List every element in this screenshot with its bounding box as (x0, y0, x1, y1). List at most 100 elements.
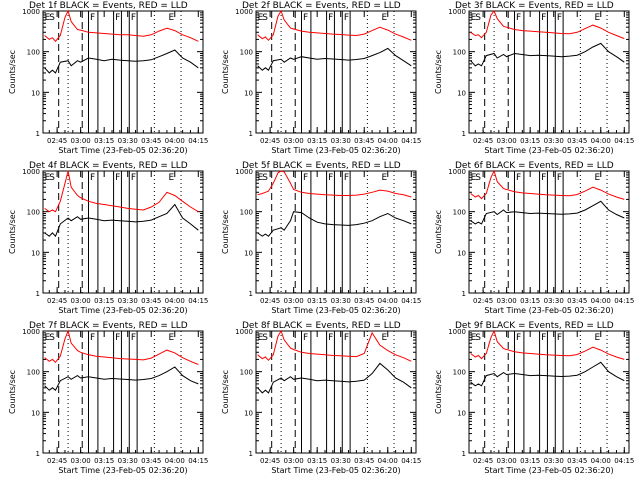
interval-marker: E (258, 173, 264, 183)
panel-det-2: Det 2f BLACK = Events, RED = LLD 1 10 100 10… (221, 1, 421, 155)
y-tick-label: 1000 (235, 168, 253, 176)
x-tick-label: 04:15 (401, 137, 421, 145)
x-tick-label: 03:00 (497, 137, 517, 145)
y-tick-label: 10 (244, 409, 253, 417)
y-tick-label: 1 (462, 290, 466, 298)
interval-marker: S (262, 173, 268, 183)
x-tick-label: 04:00 (378, 297, 398, 305)
plot-frame (42, 170, 204, 294)
interval-marker: F (303, 333, 308, 343)
x-axis-label: Start Time (23-Feb-05 02:36:20) (484, 306, 613, 315)
x-tick-label: 03:45 (141, 137, 161, 145)
panel-det-1: Det 1f BLACK = Events, RED = LLD 1 10 100 10… (8, 1, 208, 155)
x-tick-label: 03:45 (567, 137, 587, 145)
y-tick-label: 1000 (22, 168, 40, 176)
interval-marker: S (475, 333, 481, 343)
interval-marker: S (475, 13, 481, 23)
panel-title: Det 5f BLACK = Events, RED = LLD (242, 161, 401, 171)
x-tick-label: 04:00 (165, 137, 185, 145)
y-tick-label: 1 (462, 130, 466, 138)
x-tick-label: 03:45 (141, 457, 161, 465)
x-tick-label: 03:00 (71, 457, 91, 465)
lld-series-line (257, 170, 412, 198)
plot-frame (468, 170, 630, 294)
y-tick-label: 100 (453, 369, 466, 377)
interval-marker: S (475, 173, 481, 183)
x-tick-label: 04:15 (401, 457, 421, 465)
interval-marker: F (115, 13, 120, 23)
x-tick-label: 03:30 (118, 457, 138, 465)
events-series-line (470, 200, 625, 225)
x-tick-label: 03:15 (520, 297, 540, 305)
y-axis-label: Counts/sec (221, 50, 230, 94)
x-tick-label: 03:15 (94, 457, 114, 465)
x-tick-label: 04:15 (401, 297, 421, 305)
x-tick-label: 03:45 (354, 457, 374, 465)
interval-marker: E (45, 13, 51, 23)
panel-det-3: Det 3f BLACK = Events, RED = LLD 1 10 100 10… (434, 1, 634, 155)
events-series-line (44, 203, 199, 238)
x-tick-label: 03:00 (284, 297, 304, 305)
interval-marker: F (344, 13, 349, 23)
interval-marker: F (131, 333, 136, 343)
interval-marker: F (90, 173, 95, 183)
interval-marker: F (115, 333, 120, 343)
panel-title: Det 8f BLACK = Events, RED = LLD (242, 321, 401, 331)
y-tick-label: 1000 (22, 328, 40, 336)
x-tick-label: 03:30 (118, 297, 138, 305)
events-series-line (470, 42, 625, 67)
panel-title: Det 3f BLACK = Events, RED = LLD (455, 1, 614, 11)
interval-marker: F (557, 13, 562, 23)
y-tick-label: 100 (27, 209, 40, 217)
y-tick-label: 10 (457, 409, 466, 417)
x-tick-label: 02:45 (47, 297, 67, 305)
x-tick-label: 04:15 (188, 297, 208, 305)
lld-series-line (470, 169, 625, 200)
panel-title: Det 1f BLACK = Events, RED = LLD (29, 1, 188, 11)
interval-marker: E (471, 13, 477, 23)
panel-det-8: Det 8f BLACK = Events, RED = LLD 1 10 100 10… (221, 321, 421, 475)
y-tick-label: 1 (249, 130, 253, 138)
x-tick-label: 03:45 (141, 297, 161, 305)
interval-marker: E (168, 173, 174, 183)
y-tick-label: 1 (462, 450, 466, 458)
panel-title: Det 4f BLACK = Events, RED = LLD (29, 161, 188, 171)
x-tick-label: 02:45 (47, 137, 67, 145)
interval-marker: S (262, 333, 268, 343)
interval-marker: S (49, 333, 55, 343)
interval-marker: E (471, 173, 477, 183)
y-axis-label: Counts/sec (8, 370, 17, 414)
lld-series-line (470, 329, 625, 360)
x-tick-label: 02:45 (260, 297, 280, 305)
interval-marker: F (328, 333, 333, 343)
lld-series-line (44, 170, 199, 213)
x-tick-label: 03:45 (354, 137, 374, 145)
plot-frame (255, 10, 417, 134)
y-tick-label: 10 (31, 409, 40, 417)
interval-marker: E (45, 173, 51, 183)
events-series-line (44, 366, 199, 391)
interval-marker: F (344, 333, 349, 343)
y-tick-label: 1 (36, 450, 40, 458)
y-tick-label: 100 (453, 49, 466, 57)
lld-series-line (470, 10, 625, 40)
interval-marker: F (90, 333, 95, 343)
y-tick-label: 1000 (235, 328, 253, 336)
events-series-line (257, 362, 412, 394)
interval-marker: F (516, 13, 521, 23)
x-tick-label: 03:45 (567, 457, 587, 465)
x-tick-label: 02:45 (260, 457, 280, 465)
panel-title: Det 7f BLACK = Events, RED = LLD (29, 321, 188, 331)
events-series-line (257, 211, 412, 237)
x-tick-label: 04:00 (591, 137, 611, 145)
interval-marker: E (168, 333, 174, 343)
y-tick-label: 10 (457, 249, 466, 257)
x-tick-label: 03:30 (544, 297, 564, 305)
lld-series-line (44, 9, 199, 43)
x-axis-label: Start Time (23-Feb-05 02:36:20) (58, 466, 187, 475)
x-tick-label: 02:45 (260, 137, 280, 145)
interval-marker: F (328, 173, 333, 183)
lld-series-line (257, 329, 412, 362)
interval-marker: F (344, 173, 349, 183)
x-axis-label: Start Time (23-Feb-05 02:36:20) (58, 146, 187, 155)
